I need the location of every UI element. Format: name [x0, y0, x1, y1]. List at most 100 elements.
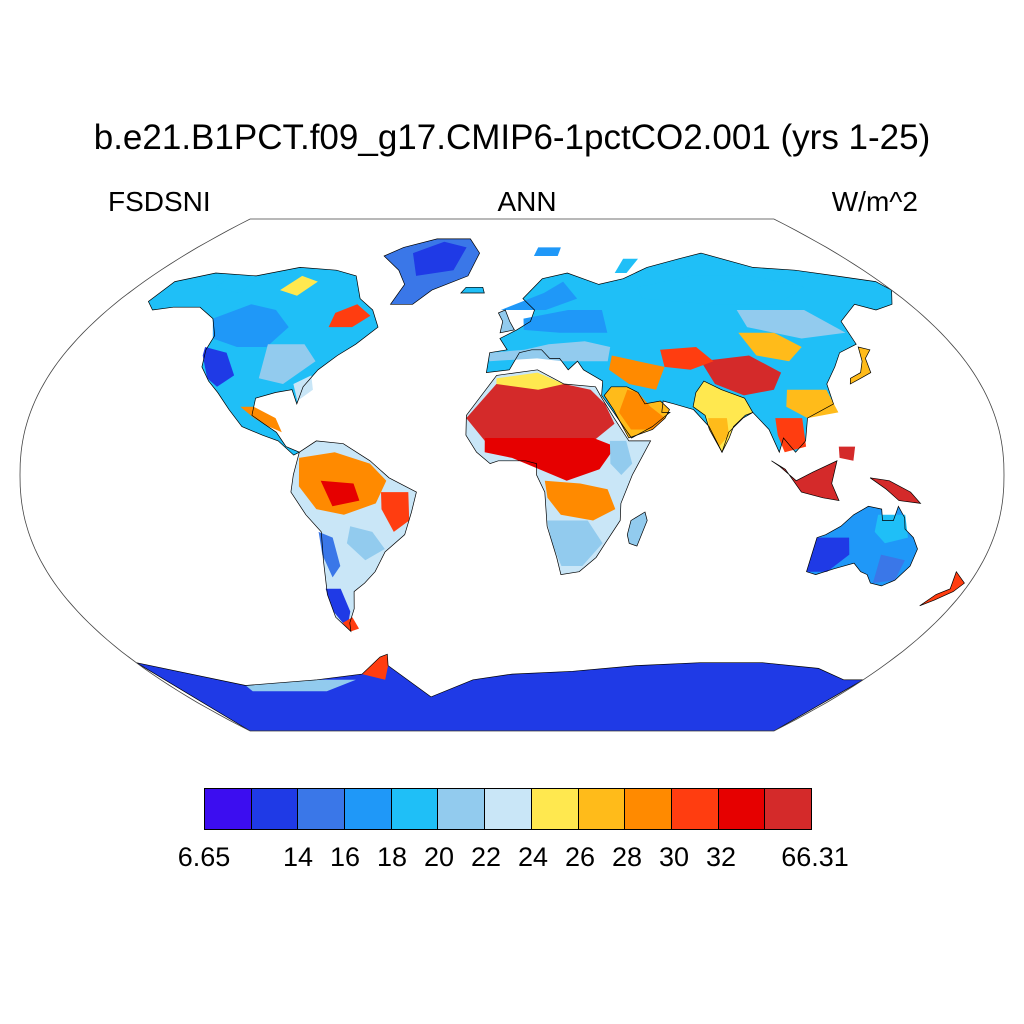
land-india: [693, 381, 753, 453]
patch-me-iran: [609, 355, 665, 390]
coastline: [806, 505, 918, 587]
land-japan: [850, 347, 871, 384]
patch-af-south: [547, 520, 603, 566]
patch-sa-tierra: [342, 617, 359, 632]
map-outline: [19, 218, 1005, 732]
units-label: W/m^2: [831, 186, 918, 217]
patch-na-labrador: [328, 304, 371, 328]
patch-na-arctic: [280, 275, 318, 296]
patch-ant-west-coast: [245, 679, 356, 692]
colorbar-swatch: [298, 789, 346, 829]
coastline: [290, 440, 417, 633]
colorbar-swatch: [531, 789, 579, 829]
colorbar-swatch: [485, 789, 532, 829]
coastline: [849, 346, 872, 385]
patch-na-central: [258, 344, 316, 384]
colorbar-tick-label: 26: [564, 842, 596, 872]
colorbar-swatch: [205, 789, 252, 829]
patch-na-california: [202, 347, 235, 387]
patch-eu-south: [489, 341, 611, 362]
season-label: ANN: [497, 186, 557, 217]
land-antarctica: [136, 654, 864, 731]
coastline: [383, 238, 481, 305]
colorbar-tick-label: 18: [376, 842, 408, 872]
patch-sa-andes: [318, 531, 341, 578]
colorbar-tick-label: 6.65: [177, 842, 231, 872]
patch-asia-tibet: [700, 355, 782, 396]
colorbar-tick-label: 24: [517, 842, 549, 872]
coastline: [692, 380, 754, 453]
colorbar: [204, 788, 812, 830]
patch-asia-south-china: [786, 389, 839, 419]
patch-na-west: [212, 304, 289, 347]
colorbar-swatch: [391, 789, 439, 829]
coastline: [603, 386, 670, 439]
coastline: [147, 267, 379, 456]
patch-asia-indochina: [775, 418, 807, 453]
land-svalbard: [533, 247, 561, 256]
coastline: [626, 511, 648, 547]
coastline: [771, 460, 840, 502]
land-novaya-zemlya: [614, 258, 638, 273]
patch-af-sahel: [484, 438, 616, 481]
patch-sa-northeast: [381, 492, 410, 532]
colorbar-tick-label: 30: [658, 842, 690, 872]
land-field: [136, 238, 965, 731]
land-madagascar: [627, 512, 648, 547]
colorbar-tick-label: 22: [470, 842, 502, 872]
colorbar-swatch: [765, 789, 811, 829]
coastline: [497, 309, 515, 334]
plot-title: b.e21.B1PCT.f09_g17.CMIP6-1pctCO2.001 (y…: [93, 118, 931, 157]
patch-sa-south: [346, 526, 385, 561]
colorbar-tick-label: 14: [282, 842, 314, 872]
colorbar-swatch: [625, 789, 672, 829]
colorbar-tick-label: 16: [329, 842, 361, 872]
patch-af-central: [544, 480, 616, 521]
colorbar-swatch: [718, 789, 766, 829]
land-new-guinea: [870, 477, 921, 504]
colorbar-swatch: [578, 789, 626, 829]
patch-india-south: [708, 418, 729, 447]
coastline: [919, 570, 965, 607]
patch-na-mexico: [240, 406, 282, 433]
coastline: [869, 477, 922, 504]
land-north-america: [148, 267, 378, 456]
land-indonesia: [771, 460, 839, 501]
patch-eu-central: [523, 310, 608, 333]
patch-greenland-interior: [413, 241, 467, 276]
patch-au-southeast: [872, 554, 905, 584]
patch-arabia-east: [619, 389, 666, 430]
coastline: [136, 653, 865, 731]
colorbar-swatch: [251, 789, 299, 829]
colorbar-tick-label: 20: [423, 842, 455, 872]
patch-af-maghreb: [496, 372, 564, 390]
patch-asia-siberia: [637, 275, 805, 305]
variable-label: FSDSNI: [108, 186, 211, 217]
colorbar-swatch: [345, 789, 392, 829]
patch-na-southeast: [293, 375, 313, 401]
patch-asia-mongolia: [738, 332, 802, 362]
patch-asia-east: [736, 310, 846, 339]
patch-sa-amazon-core: [320, 480, 360, 507]
patch-eu-scandinavia: [500, 281, 578, 310]
colorbar-tick-label: 66.31: [781, 842, 849, 872]
land-new-zealand: [919, 571, 965, 606]
colorbar-tick-label: 28: [611, 842, 643, 872]
patch-asia-central: [660, 347, 714, 370]
colorbar-tick-label: 32: [705, 842, 737, 872]
colorbar-swatch: [438, 789, 486, 829]
land-philippines: [838, 446, 856, 461]
patch-ant-peninsula: [362, 654, 389, 680]
land-iceland: [460, 287, 485, 293]
colorbar-swatch: [671, 789, 719, 829]
land-uk: [498, 310, 515, 333]
patch-af-sahara: [466, 378, 615, 441]
coastline: [465, 369, 652, 575]
patch-sa-patagonia: [325, 588, 351, 629]
patch-na-alaska: [215, 275, 263, 293]
patch-au-west: [806, 537, 850, 572]
patch-au-north: [874, 514, 908, 544]
coastline: [460, 286, 485, 294]
patch-af-horn: [609, 440, 633, 475]
